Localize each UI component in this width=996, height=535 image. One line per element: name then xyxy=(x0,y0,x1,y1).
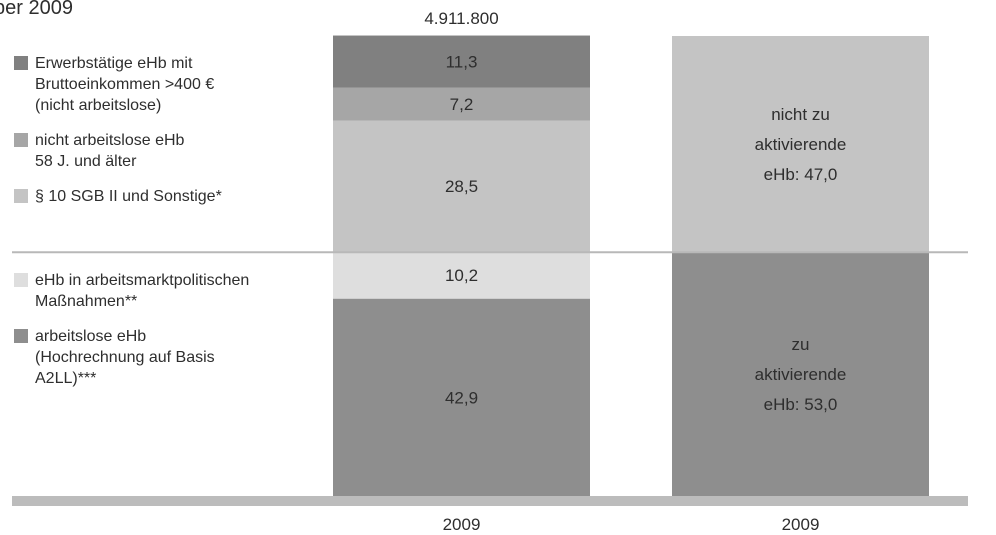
legend-swatch-erwerbstaetige xyxy=(14,56,28,70)
legend-entry-text: 58 J. und älter xyxy=(35,153,137,170)
legend-entry-text: § 10 SGB II und Sonstige* xyxy=(35,188,222,205)
x-tick-label: 2009 xyxy=(443,515,481,534)
bar-segment-zu_aktivieren xyxy=(672,252,929,496)
legend-swatch-sgb xyxy=(14,189,28,203)
legend-entry-text: eHb in arbeitsmarktpolitischen xyxy=(35,272,249,289)
legend-entry-text: Maßnahmen** xyxy=(35,293,137,310)
chart-title-fragment: ber 2009 xyxy=(0,0,73,19)
segment-value-label: 28,5 xyxy=(445,177,478,196)
bar-segment-massnahmen xyxy=(333,251,590,299)
segment-value-label: 7,2 xyxy=(450,95,474,114)
chart-baseline xyxy=(12,496,968,506)
legend-entry-text: nicht arbeitslose eHb xyxy=(35,132,185,149)
segment-text-line: eHb: 47,0 xyxy=(764,165,838,184)
legend-swatch-massnahmen xyxy=(14,273,28,287)
bar-segment-arbeitslose xyxy=(333,298,590,496)
legend-entry-text: A2LL)*** xyxy=(35,370,96,387)
bar-segment-nicht_arbeitslos_58 xyxy=(333,87,590,121)
segment-value-label: 10,2 xyxy=(445,266,478,285)
x-tick-label: 2009 xyxy=(782,515,820,534)
segment-text-line: eHb: 53,0 xyxy=(764,395,838,414)
segment-value-label: 11,3 xyxy=(446,53,478,72)
bar-segment-erwerbstaetige xyxy=(333,35,590,88)
legend-swatch-nicht_arbeitslos_58 xyxy=(14,133,28,147)
segment-text-line: nicht zu xyxy=(771,105,830,124)
legend-swatch-arbeitslose xyxy=(14,329,28,343)
bar-segment-sgb xyxy=(333,120,590,252)
segment-text-line: aktivierende xyxy=(755,135,847,154)
legend-entry-text: (Hochrechnung auf Basis xyxy=(35,349,215,366)
legend-entry-text: Erwerbstätige eHb mit xyxy=(35,55,193,72)
segment-text-line: zu xyxy=(792,335,810,354)
segment-value-label: 42,9 xyxy=(445,388,478,407)
bar-segment-nicht_zu_aktivieren xyxy=(672,36,929,253)
total-value-label: 4.911.800 xyxy=(424,9,498,28)
legend-entry-text: (nicht arbeitslose) xyxy=(35,97,161,114)
legend-entry-text: Bruttoeinkommen >400 € xyxy=(35,76,214,93)
segment-text-line: aktivierende xyxy=(755,365,847,384)
legend-entry-text: arbeitslose eHb xyxy=(35,328,146,345)
